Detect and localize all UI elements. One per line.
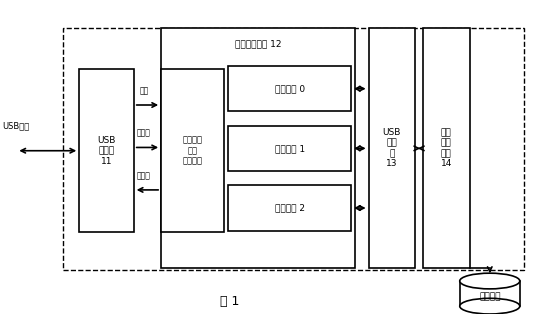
Text: 端点逻辑 2: 端点逻辑 2 [275,203,305,213]
Text: 数据出: 数据出 [136,171,150,180]
Text: 图 1: 图 1 [219,295,239,308]
Text: 串行接口引擎 12: 串行接口引擎 12 [235,40,281,48]
Bar [79,69,134,232]
Text: 端点逻辑 0: 端点逻辑 0 [275,84,305,93]
Bar [161,69,224,232]
Text: USB
控制
器
13: USB 控制 器 13 [383,128,401,169]
Text: 存储介质: 存储介质 [479,292,501,301]
Bar [228,126,351,171]
Bar [63,28,524,270]
Bar [460,281,520,306]
Text: 串行接口
引擎
控制逻辑: 串行接口 引擎 控制逻辑 [182,136,203,165]
Text: 数据入: 数据入 [136,129,150,138]
Text: 端点逻辑 1: 端点逻辑 1 [275,144,305,153]
Bar [228,185,351,231]
Ellipse shape [460,298,520,314]
Text: 控制: 控制 [139,86,149,95]
Ellipse shape [460,273,520,289]
Bar [423,28,470,268]
Text: USB线缆: USB线缆 [3,121,30,130]
Text: USB
收发器
11: USB 收发器 11 [97,136,116,165]
Text: 磁盘
访问
逻辑
14: 磁盘 访问 逻辑 14 [441,128,452,169]
Bar [369,28,415,268]
Bar [161,28,355,268]
Bar [228,66,351,111]
